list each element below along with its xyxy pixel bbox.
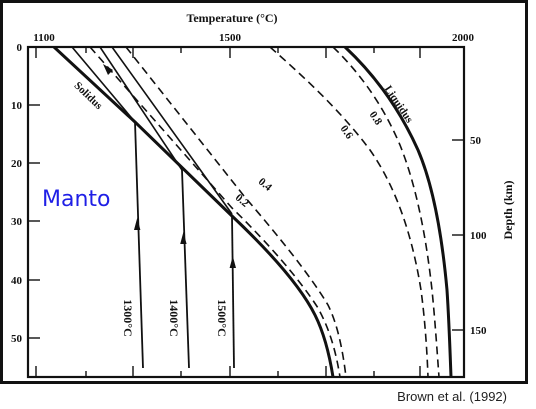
melt-fraction-0.6-label: 0.6 <box>338 123 356 142</box>
top-tick-label: 2000 <box>452 32 475 44</box>
melt-fraction-0.8-curve <box>332 47 440 377</box>
left-tick-label: 20 <box>11 158 23 170</box>
left-tick-label: 0 <box>17 42 23 54</box>
adiabat-1400-label: 1400°C <box>167 299 181 336</box>
top-tick-label: 1500 <box>219 32 242 44</box>
left-tick-label: 40 <box>11 275 23 287</box>
adiabat-1500-line <box>231 215 235 369</box>
melt-fraction-0.4-curve <box>125 47 347 377</box>
adiabat-1300-line <box>134 121 144 369</box>
left-tick-label: 50 <box>11 333 23 345</box>
left-tick-label: 30 <box>11 216 23 228</box>
melt-fraction-0.2-label: 0.2 <box>233 192 252 210</box>
arrow-up-icon <box>134 218 141 230</box>
arrow-up-icon <box>229 256 236 268</box>
left-axis <box>28 46 40 339</box>
top-tick-label: 1100 <box>33 32 55 44</box>
arrow-up-icon <box>180 232 187 244</box>
right-axis <box>452 139 464 331</box>
melt-fraction-0.6-curve <box>269 47 429 377</box>
adiabat-upper-1300-line <box>71 47 136 123</box>
citation: Brown et al. (1992) <box>397 389 507 404</box>
right-tick-label: 50 <box>470 135 482 147</box>
adiabat-1400-line <box>181 169 190 369</box>
right-axis-title: Depth (km) <box>501 180 515 239</box>
region-label-manto: Manto <box>42 187 111 212</box>
adiabat-upper-1500-line <box>111 47 233 215</box>
bottom-axis <box>35 366 421 377</box>
figure-border <box>0 0 528 384</box>
adiabat-1300-label: 1300°C <box>121 299 135 336</box>
right-tick-label: 100 <box>470 230 487 242</box>
melt-fraction-0.2-curve <box>89 47 341 377</box>
top-axis <box>35 47 421 58</box>
left-tick-label: 10 <box>11 100 23 112</box>
adiabat-upper-1400-line <box>99 47 183 171</box>
adiabat-1500-label: 1500°C <box>215 299 229 336</box>
arrow-upper-left-icon <box>103 64 113 75</box>
liquidus-curve <box>343 47 453 377</box>
top-axis-title: Temperature (°C) <box>186 11 277 25</box>
solidus-label: Solidus <box>72 80 105 113</box>
melt-fraction-0.8-label: 0.8 <box>367 109 385 128</box>
melt-fraction-0.4-label: 0.4 <box>256 176 275 194</box>
right-tick-label: 150 <box>470 325 487 337</box>
plot-frame <box>26 45 466 379</box>
solidus-curve <box>52 47 335 377</box>
liquidus-label: Liquidus <box>382 83 416 125</box>
